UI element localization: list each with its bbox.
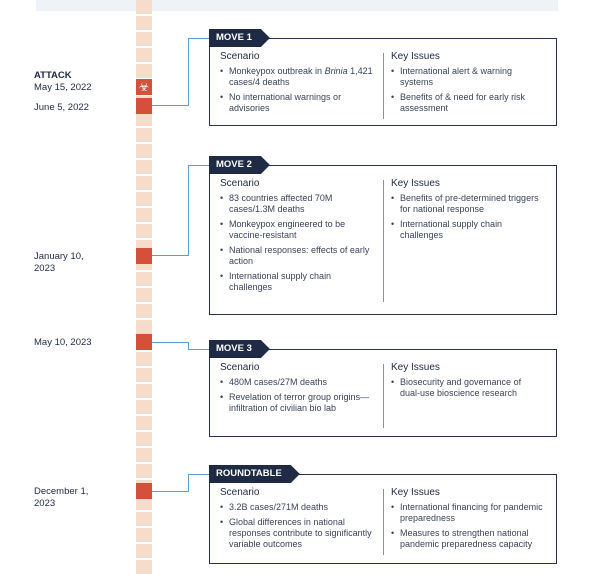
attack-label-block: ATTACK May 15, 2022 <box>34 70 92 94</box>
event-date-roundtable: December 1, 2023 <box>34 486 89 509</box>
timeline-segment <box>136 432 152 446</box>
scenario-item: 480M cases/27M deaths <box>220 377 376 388</box>
scenario-item: International supply chain challenges <box>220 271 376 293</box>
move-2-card: MOVE 2 Scenario 83 countries affected 70… <box>209 165 557 315</box>
timeline-segment <box>136 224 152 238</box>
roundtable-tag: ROUNDTABLE <box>209 465 300 483</box>
timeline-segment <box>136 128 152 142</box>
key-issues-column: Key Issues International financing for p… <box>391 487 543 554</box>
attack-date: May 15, 2022 <box>34 82 92 93</box>
move-3-card: MOVE 3 Scenario 480M cases/27M deaths Re… <box>209 349 557 437</box>
event-date-move-3: May 10, 2023 <box>34 337 92 348</box>
timeline-segment <box>136 448 152 462</box>
timeline-segment <box>136 384 152 398</box>
connector-roundtable-v <box>188 474 209 492</box>
issue-item: Benefits of & need for early risk assess… <box>391 92 543 114</box>
connector-roundtable-h <box>152 491 188 493</box>
timeline-segment <box>136 0 152 14</box>
timeline-event-marker <box>136 248 152 264</box>
scenario-column: Scenario 480M cases/27M deaths Revelatio… <box>220 362 376 418</box>
scenario-item: National responses: effects of early act… <box>220 245 376 267</box>
scenario-column: Scenario Monkeypox outbreak in Brinia 1,… <box>220 51 376 118</box>
column-divider <box>383 53 384 119</box>
timeline-segment <box>136 32 152 46</box>
timeline-segment <box>136 48 152 62</box>
event-date-move-2: January 10, 2023 <box>34 251 84 274</box>
scenario-heading: Scenario <box>220 51 260 62</box>
timeline-segment <box>136 528 152 542</box>
connector-move-1-h <box>152 105 188 107</box>
issue-item: Biosecurity and governance of dual-use b… <box>391 377 543 399</box>
timeline-segment <box>136 496 152 510</box>
scenario-item: Global differences in national responses… <box>220 517 376 550</box>
biohazard-icon: ☣ <box>136 79 152 95</box>
key-issues-heading: Key Issues <box>391 51 440 62</box>
scenario-item: 3.2B cases/271M deaths <box>220 502 376 513</box>
column-divider <box>383 489 384 555</box>
move-2-tag: MOVE 2 <box>209 156 270 174</box>
event-date-move-1: June 5, 2022 <box>34 102 89 113</box>
timeline-segment <box>136 544 152 558</box>
move-1-tag: MOVE 1 <box>209 29 270 47</box>
roundtable-card: ROUNDTABLE Scenario 3.2B cases/271M deat… <box>209 474 557 564</box>
timeline-segment <box>136 288 152 302</box>
key-issues-column: Key Issues Biosecurity and governance of… <box>391 362 543 403</box>
timeline-segment <box>136 64 152 78</box>
timeline-segment <box>136 464 152 478</box>
move-1-card: MOVE 1 Scenario Monkeypox outbreak in Br… <box>209 38 557 126</box>
timeline-bar: ☣ <box>136 0 152 574</box>
timeline-segment <box>136 304 152 318</box>
scenario-column: Scenario 3.2B cases/271M deaths Global d… <box>220 487 376 554</box>
timeline-event-marker <box>136 334 152 350</box>
column-divider <box>383 180 384 302</box>
timeline-segment <box>136 560 152 574</box>
key-issues-column: Key Issues International alert & warning… <box>391 51 543 118</box>
issue-item: Benefits of pre-determined triggers for … <box>391 193 543 215</box>
key-issues-heading: Key Issues <box>391 487 440 498</box>
issue-item: International financing for pandemic pre… <box>391 502 543 524</box>
attack-label: ATTACK <box>34 70 72 81</box>
column-divider <box>383 364 384 428</box>
connector-move-2-h <box>152 255 188 257</box>
scenario-heading: Scenario <box>220 178 260 189</box>
scenario-heading: Scenario <box>220 487 260 498</box>
timeline-segment <box>136 352 152 366</box>
scenario-column: Scenario 83 countries affected 70M cases… <box>220 178 376 297</box>
timeline-segment <box>136 16 152 30</box>
key-issues-heading: Key Issues <box>391 362 440 373</box>
scenario-heading: Scenario <box>220 362 260 373</box>
timeline-segment <box>136 176 152 190</box>
timeline-segment <box>136 112 152 126</box>
issue-item: International supply chain challenges <box>391 219 543 241</box>
timeline-event-marker <box>136 483 152 499</box>
connector-move-1-v <box>188 38 209 106</box>
scenario-item: No international warnings or advisories <box>220 92 376 114</box>
connector-move-2-v <box>188 165 209 256</box>
timeline-segment <box>136 272 152 286</box>
scenario-item: Monkeypox outbreak in Brinia 1,421 cases… <box>220 66 376 88</box>
top-band <box>36 0 558 11</box>
key-issues-column: Key Issues Benefits of pre-determined tr… <box>391 178 543 245</box>
timeline-segment <box>136 512 152 526</box>
timeline-segment <box>136 400 152 414</box>
timeline-segment <box>136 192 152 206</box>
issue-item: Measures to strengthen national pandemic… <box>391 528 543 550</box>
scenario-item: Revelation of terror group origins—infil… <box>220 392 376 414</box>
scenario-item: Monkeypox engineered to be vaccine-resis… <box>220 219 376 241</box>
timeline-segment <box>136 144 152 158</box>
scenario-item: 83 countries affected 70M cases/1.3M dea… <box>220 193 376 215</box>
timeline-segment <box>136 368 152 382</box>
issue-item: International alert & warning systems <box>391 66 543 88</box>
timeline-segment <box>136 160 152 174</box>
move-3-tag: MOVE 3 <box>209 340 270 358</box>
timeline-segment <box>136 320 152 334</box>
timeline-event-marker <box>136 98 152 114</box>
key-issues-heading: Key Issues <box>391 178 440 189</box>
timeline-segment <box>136 208 152 222</box>
connector-move-3-v <box>188 342 209 350</box>
timeline-segment <box>136 416 152 430</box>
connector-move-3-h <box>152 342 188 344</box>
